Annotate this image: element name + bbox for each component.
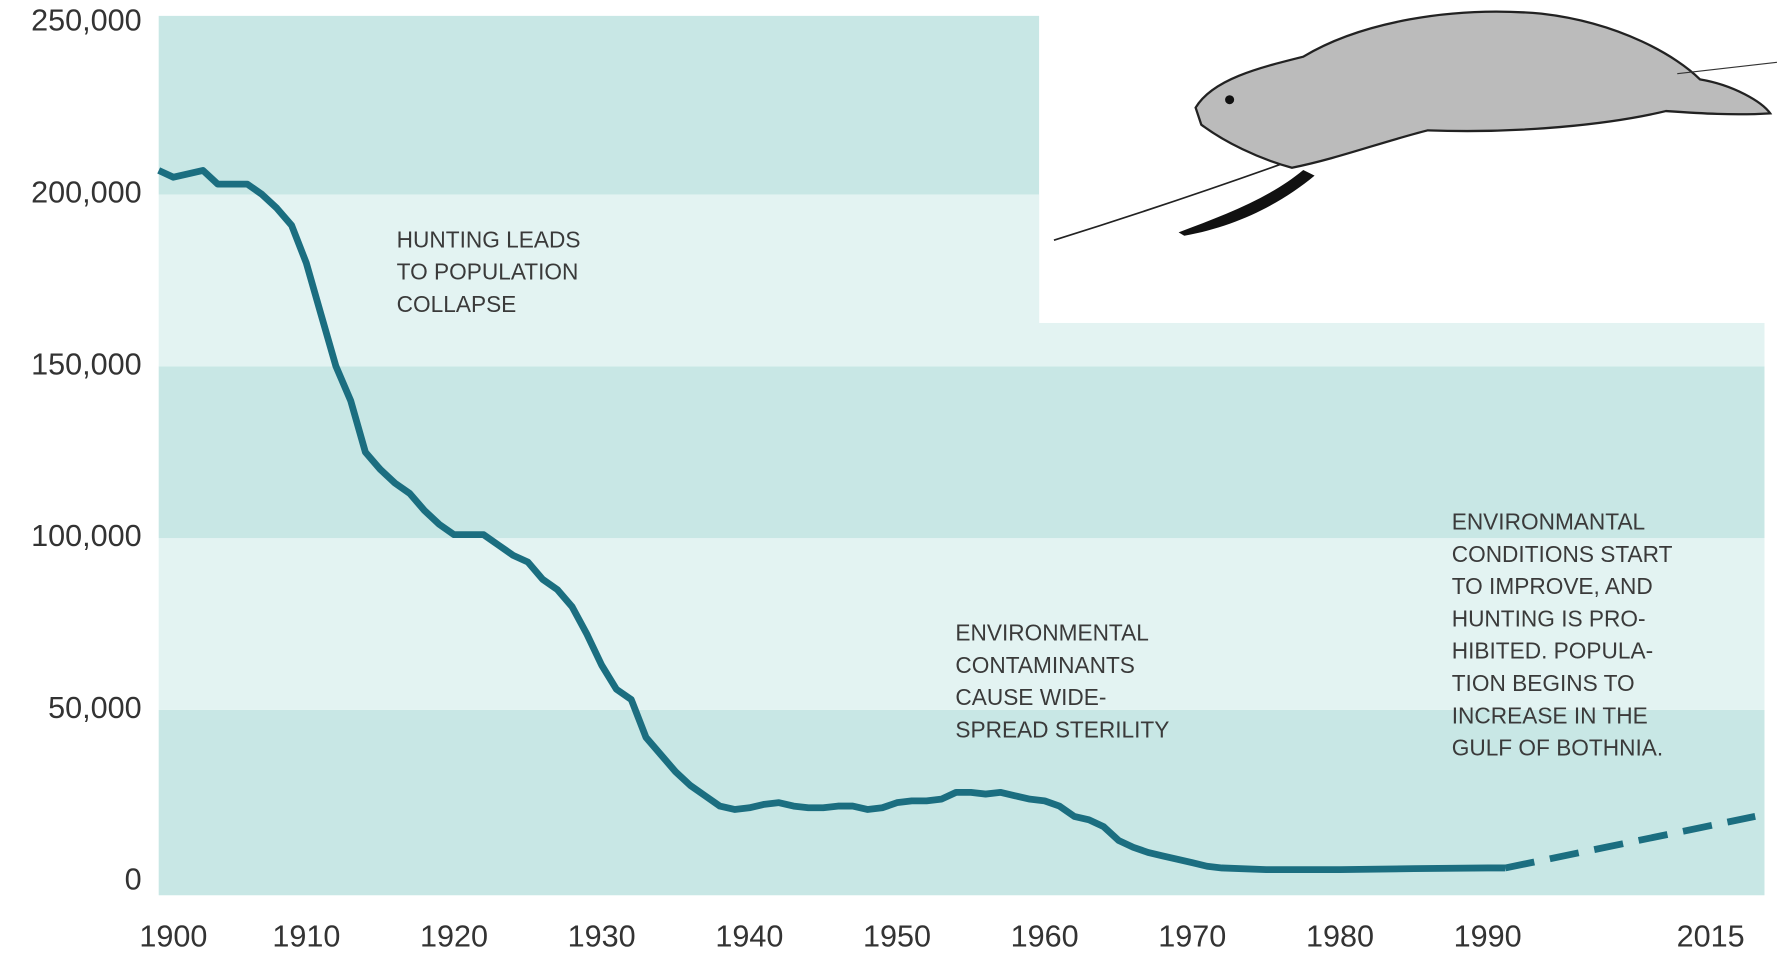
y-tick-label: 200,000 — [31, 176, 142, 210]
y-tick-label: 50,000 — [48, 691, 142, 725]
annotation: ENVIRONMANTAL — [1452, 509, 1645, 535]
annotation: CONDITIONS START — [1452, 541, 1673, 567]
annotation: GULF OF BOTHNIA. — [1452, 735, 1663, 761]
seal-illustration — [1039, 0, 1777, 323]
annotation: TION BEGINS TO — [1452, 670, 1635, 696]
x-tick-label: 1930 — [568, 919, 636, 953]
x-tick-label: 1940 — [715, 919, 783, 953]
x-tick-label: 1970 — [1158, 919, 1226, 953]
x-tick-label: 1980 — [1306, 919, 1374, 953]
x-tick-label: 1960 — [1011, 919, 1079, 953]
y-tick-label: 250,000 — [31, 4, 142, 38]
seal-body — [1194, 10, 1773, 169]
band — [158, 15, 1040, 195]
band — [158, 538, 1765, 710]
lines — [157, 167, 1756, 874]
annotation: HUNTING IS PRO- — [1452, 605, 1646, 631]
annotation: CAUSE WIDE- — [955, 684, 1106, 710]
band — [158, 709, 1765, 896]
annotation: TO POPULATION — [397, 259, 579, 285]
ice-line — [1053, 163, 1281, 242]
x-tick-label: 1900 — [139, 919, 207, 953]
annotation: HUNTING LEADS — [397, 226, 581, 252]
x-tick-label: 1920 — [420, 919, 488, 953]
annotation: ENVIRONMENTAL — [955, 620, 1148, 646]
annotation: SPREAD STERILITY — [955, 716, 1169, 742]
x-tick-label: 1950 — [863, 919, 931, 953]
annotation: TO IMPROVE, AND — [1452, 573, 1653, 599]
ice-line — [1677, 61, 1777, 75]
annotation: CONTAMINANTS — [955, 652, 1135, 678]
annotation: HIBITED. POPULA- — [1452, 638, 1653, 664]
population-line — [157, 167, 1506, 874]
annotation: COLLAPSE — [397, 291, 517, 317]
labels: 0 50,000 100,000 150,000 200,000 250,000 1900 1… — [31, 4, 1744, 954]
seal-eye — [1225, 95, 1235, 105]
x-tick-label: 1910 — [272, 919, 340, 953]
y-tick-label: 0 — [125, 863, 142, 897]
y-tick-label: 100,000 — [31, 519, 142, 553]
x-tick-label: 1990 — [1454, 919, 1522, 953]
y-tick-label: 150,000 — [31, 347, 142, 381]
annotation: INCREASE IN THE — [1452, 702, 1648, 728]
seal-shadow — [1178, 169, 1315, 236]
x-tick-label: 2015 — [1677, 919, 1745, 953]
